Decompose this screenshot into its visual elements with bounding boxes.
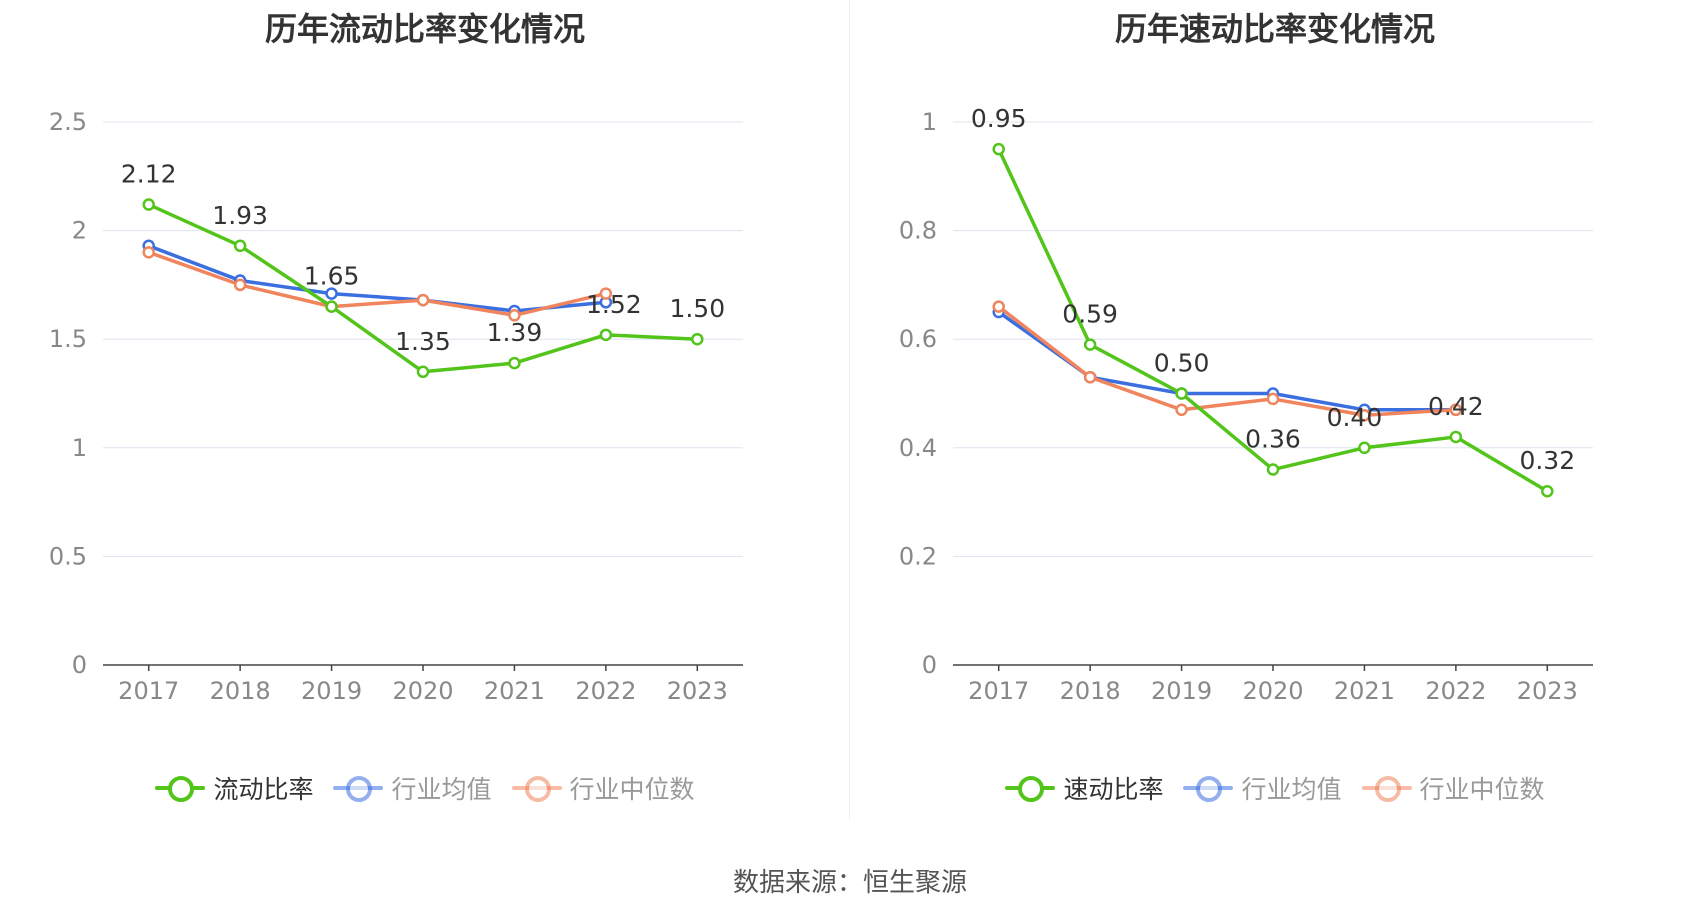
legend-item[interactable]: 行业中位数 bbox=[511, 770, 695, 806]
legend-line-marker-icon bbox=[333, 774, 384, 802]
data-point bbox=[1175, 403, 1188, 417]
data-point bbox=[233, 239, 247, 253]
data-point bbox=[1175, 387, 1188, 400]
series-line bbox=[148, 244, 607, 313]
legend-label: 行业均值 bbox=[1241, 775, 1342, 804]
data-point bbox=[508, 356, 521, 370]
data-point bbox=[416, 293, 430, 307]
data-point bbox=[325, 300, 338, 313]
data-point bbox=[599, 328, 613, 342]
data-point bbox=[1449, 430, 1463, 444]
data-point bbox=[1358, 441, 1371, 455]
data-point bbox=[233, 278, 247, 292]
y-tick-label: 0.6 bbox=[899, 325, 937, 353]
y-tick-label: 0 bbox=[72, 651, 87, 679]
data-label: 2.12 bbox=[121, 160, 177, 189]
data-label: 1.50 bbox=[669, 294, 725, 323]
legend-line-marker-icon bbox=[155, 774, 206, 802]
data-label: 1.93 bbox=[212, 201, 268, 230]
y-tick-label: 0 bbox=[922, 651, 937, 679]
x-tick-label: 2019 bbox=[1151, 677, 1212, 705]
x-tick-label: 2023 bbox=[1517, 677, 1578, 705]
legend-line-marker-icon bbox=[1005, 774, 1056, 802]
legend-item[interactable]: 行业均值 bbox=[1183, 770, 1342, 806]
data-point bbox=[416, 365, 430, 379]
panel-divider bbox=[849, 0, 850, 820]
legend-item[interactable]: 行业均值 bbox=[333, 770, 492, 806]
legend-line-marker-icon bbox=[511, 774, 562, 802]
data-label: 0.36 bbox=[1245, 425, 1301, 454]
chart-legend: 速动比率 行业均值 行业中位数 bbox=[850, 768, 1700, 808]
data-label: 1.39 bbox=[487, 318, 543, 347]
data-point bbox=[1266, 463, 1280, 476]
data-label: 1.35 bbox=[395, 327, 451, 356]
legend-label: 行业均值 bbox=[391, 775, 492, 804]
x-tick-label: 2019 bbox=[301, 677, 362, 705]
y-tick-label: 1 bbox=[72, 434, 87, 462]
y-tick-label: 1.5 bbox=[49, 325, 87, 353]
x-tick-label: 2023 bbox=[667, 677, 728, 705]
data-point bbox=[325, 287, 338, 300]
data-point bbox=[1083, 338, 1097, 351]
y-tick-label: 0.8 bbox=[899, 217, 937, 245]
legend-line-marker-icon bbox=[1183, 774, 1234, 802]
x-tick-label: 2022 bbox=[1425, 677, 1486, 705]
data-point bbox=[1266, 392, 1280, 406]
x-tick-label: 2022 bbox=[575, 677, 636, 705]
quick-ratio-panel: 历年速动比率变化情况 0 0.2 0.4 0.6 0.8 1 2017 2018 2019 202… bbox=[850, 0, 1700, 820]
legend-label: 行业中位数 bbox=[569, 775, 695, 804]
x-tick-label: 2021 bbox=[484, 677, 545, 705]
data-point bbox=[992, 142, 1005, 156]
chart-title: 历年流动比率变化情况 bbox=[264, 10, 585, 48]
data-point bbox=[142, 246, 155, 259]
x-tick-label: 2017 bbox=[968, 677, 1029, 705]
data-label: 0.40 bbox=[1327, 403, 1383, 432]
data-source-note: 数据来源：恒生聚源 bbox=[732, 868, 967, 898]
data-label: 1.52 bbox=[586, 290, 642, 319]
legend-label: 流动比率 bbox=[213, 775, 314, 804]
data-point bbox=[508, 309, 521, 322]
data-label: 0.59 bbox=[1062, 300, 1118, 329]
legend-item[interactable]: 行业中位数 bbox=[1361, 770, 1545, 806]
legend-label: 速动比率 bbox=[1063, 775, 1164, 804]
data-point bbox=[1449, 403, 1463, 417]
data-label: 0.95 bbox=[971, 104, 1027, 133]
data-label: 0.50 bbox=[1154, 349, 1210, 378]
y-tick-label: 1 bbox=[922, 108, 937, 136]
y-tick-label: 0.5 bbox=[49, 542, 87, 570]
series-line bbox=[997, 305, 1456, 417]
legend-line-marker-icon bbox=[1361, 774, 1412, 802]
current-ratio-panel: 历年流动比率变化情况 0 0.5 1 1.5 2 2.5 2017 2018 2019 2020 2… bbox=[0, 0, 850, 820]
legend-item[interactable]: 流动比率 bbox=[155, 770, 313, 806]
chart-legend: 流动比率 行业均值 行业中位数 bbox=[0, 768, 850, 808]
x-tick-label: 2018 bbox=[210, 677, 271, 705]
y-tick-label: 2.5 bbox=[49, 108, 87, 136]
data-point bbox=[1083, 370, 1097, 384]
series-line bbox=[148, 250, 607, 318]
data-label: 1.65 bbox=[304, 262, 360, 291]
y-tick-label: 2 bbox=[72, 217, 87, 245]
data-point bbox=[1358, 408, 1371, 422]
legend-label: 行业中位数 bbox=[1419, 775, 1545, 804]
x-tick-label: 2017 bbox=[118, 677, 179, 705]
data-point bbox=[1541, 484, 1554, 498]
data-point bbox=[142, 198, 155, 211]
data-label: 0.42 bbox=[1428, 392, 1484, 421]
x-tick-label: 2018 bbox=[1060, 677, 1121, 705]
data-point bbox=[599, 287, 613, 300]
y-tick-label: 0.2 bbox=[899, 542, 937, 570]
data-point bbox=[691, 332, 704, 346]
y-tick-label: 0.4 bbox=[899, 434, 937, 462]
legend-item[interactable]: 速动比率 bbox=[1005, 770, 1163, 806]
x-tick-label: 2020 bbox=[1242, 677, 1303, 705]
chart-title: 历年速动比率变化情况 bbox=[1114, 10, 1435, 48]
quick-ratio-chart: 0 0.2 0.4 0.6 0.8 1 2017 2018 2019 2020 2021 2022 20… bbox=[899, 104, 1593, 705]
x-tick-label: 2021 bbox=[1334, 677, 1395, 705]
x-tick-label: 2020 bbox=[392, 677, 453, 705]
data-point bbox=[992, 300, 1005, 313]
data-label: 0.32 bbox=[1519, 446, 1575, 475]
